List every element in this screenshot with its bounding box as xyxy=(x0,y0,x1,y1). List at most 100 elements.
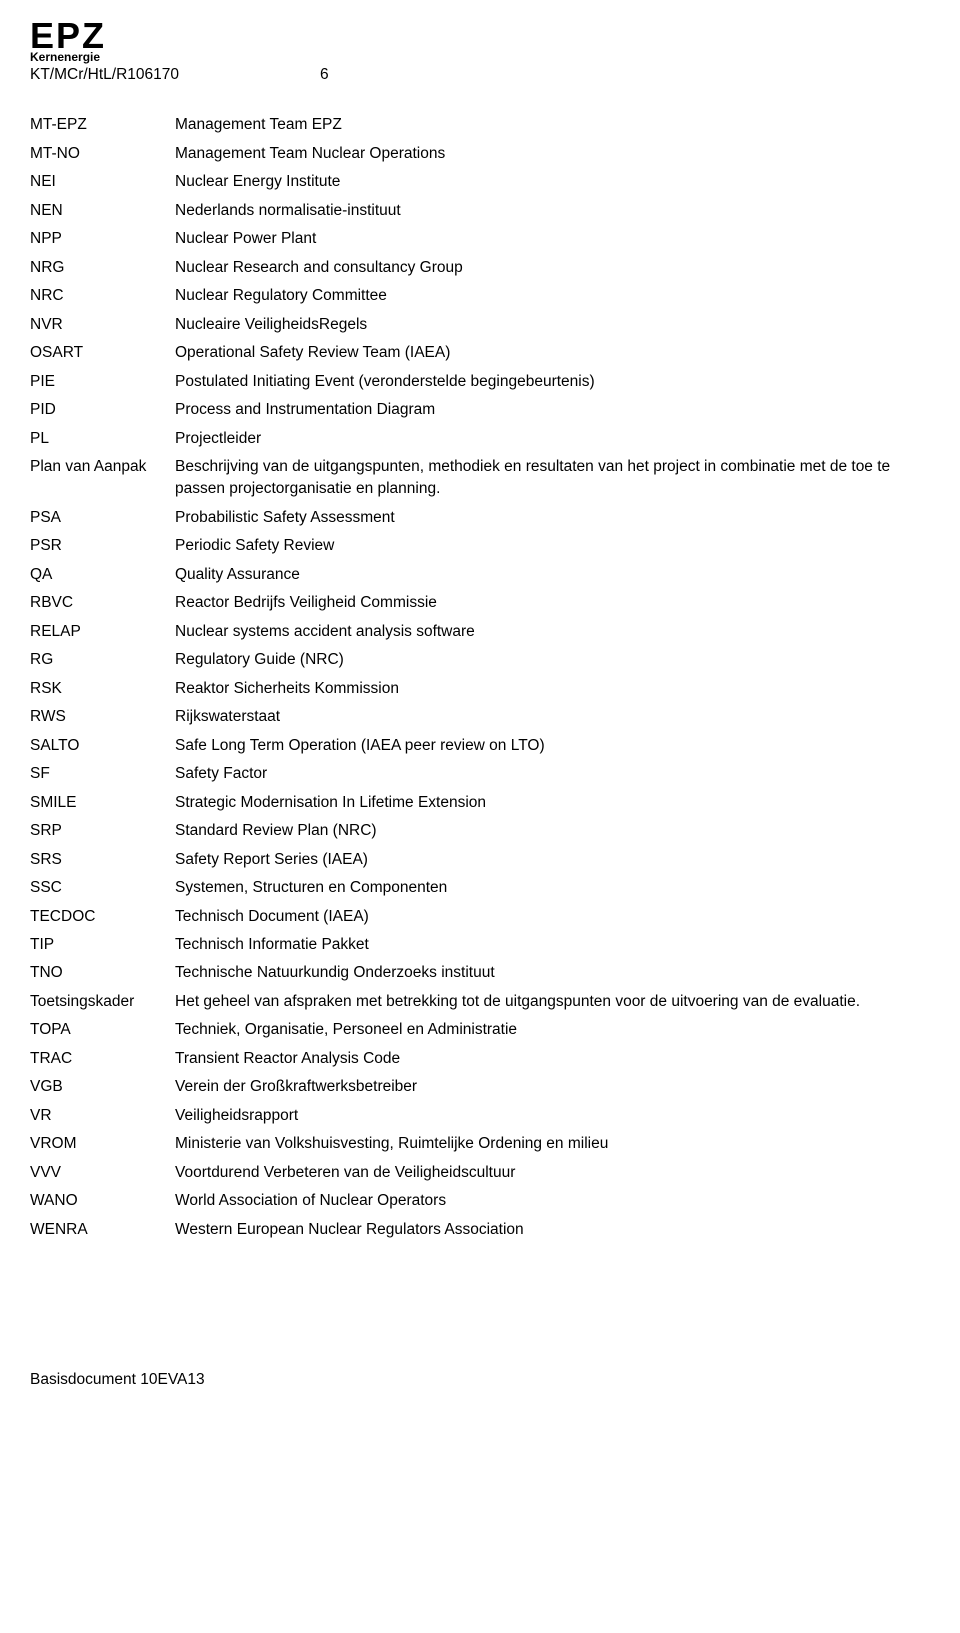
definition-description: Nuclear Regulatory Committee xyxy=(175,285,930,307)
definition-description: Nucleaire VeiligheidsRegels xyxy=(175,314,930,336)
document-reference: KT/MCr/HtL/R106170 xyxy=(30,66,320,84)
definition-row: ToetsingskaderHet geheel van afspraken m… xyxy=(30,991,930,1013)
definition-term: PIE xyxy=(30,371,175,393)
definition-row: NENNederlands normalisatie-instituut xyxy=(30,200,930,222)
definition-row: VROMMinisterie van Volkshuisvesting, Rui… xyxy=(30,1133,930,1155)
definition-term: RBVC xyxy=(30,592,175,614)
definitions-list: MT-EPZManagement Team EPZMT-NOManagement… xyxy=(30,114,930,1241)
definition-row: OSARTOperational Safety Review Team (IAE… xyxy=(30,342,930,364)
definition-term: PID xyxy=(30,399,175,421)
definition-description: Transient Reactor Analysis Code xyxy=(175,1048,930,1070)
definition-row: NRCNuclear Regulatory Committee xyxy=(30,285,930,307)
definition-term: TOPA xyxy=(30,1019,175,1041)
definition-term: NEI xyxy=(30,171,175,193)
definition-row: NEINuclear Energy Institute xyxy=(30,171,930,193)
definition-description: Management Team EPZ xyxy=(175,114,930,136)
definition-description: World Association of Nuclear Operators xyxy=(175,1190,930,1212)
page-header: EPZ Kernenergie KT/MCr/HtL/R106170 6 xyxy=(30,20,930,84)
definition-row: WENRAWestern European Nuclear Regulators… xyxy=(30,1219,930,1241)
definition-term: RG xyxy=(30,649,175,671)
definition-row: TIPTechnisch Informatie Pakket xyxy=(30,934,930,956)
definition-term: TECDOC xyxy=(30,906,175,928)
definition-term: VGB xyxy=(30,1076,175,1098)
definition-row: RWSRijkswaterstaat xyxy=(30,706,930,728)
definition-description: Nederlands normalisatie-instituut xyxy=(175,200,930,222)
definition-description: Projectleider xyxy=(175,428,930,450)
definition-term: NVR xyxy=(30,314,175,336)
definition-row: RBVCReactor Bedrijfs Veiligheid Commissi… xyxy=(30,592,930,614)
definition-row: PSRPeriodic Safety Review xyxy=(30,535,930,557)
definition-description: Postulated Initiating Event (veronderste… xyxy=(175,371,930,393)
definition-row: SFSafety Factor xyxy=(30,763,930,785)
definition-term: SF xyxy=(30,763,175,785)
definition-description: Management Team Nuclear Operations xyxy=(175,143,930,165)
definition-row: RSKReaktor Sicherheits Kommission xyxy=(30,678,930,700)
definition-row: SRPStandard Review Plan (NRC) xyxy=(30,820,930,842)
definition-description: Probabilistic Safety Assessment xyxy=(175,507,930,529)
definition-row: TOPATechniek, Organisatie, Personeel en … xyxy=(30,1019,930,1041)
definition-description: Strategic Modernisation In Lifetime Exte… xyxy=(175,792,930,814)
page-number: 6 xyxy=(320,66,329,84)
definition-term: RSK xyxy=(30,678,175,700)
logo-sub-text: Kernenergie xyxy=(30,50,100,64)
definition-row: NVRNucleaire VeiligheidsRegels xyxy=(30,314,930,336)
logo-main-text: EPZ xyxy=(30,20,106,52)
definition-term: PSA xyxy=(30,507,175,529)
definition-term: NRC xyxy=(30,285,175,307)
definition-row: SSCSystemen, Structuren en Componenten xyxy=(30,877,930,899)
definition-term: QA xyxy=(30,564,175,586)
definition-term: SSC xyxy=(30,877,175,899)
definition-description: Verein der Großkraftwerksbetreiber xyxy=(175,1076,930,1098)
definition-description: Western European Nuclear Regulators Asso… xyxy=(175,1219,930,1241)
definition-row: SMILEStrategic Modernisation In Lifetime… xyxy=(30,792,930,814)
definition-term: VR xyxy=(30,1105,175,1127)
definition-term: TIP xyxy=(30,934,175,956)
document-reference-line: KT/MCr/HtL/R106170 6 xyxy=(30,66,930,84)
definition-term: OSART xyxy=(30,342,175,364)
page-footer: Basisdocument 10EVA13 xyxy=(30,1371,930,1389)
definition-term: WANO xyxy=(30,1190,175,1212)
definition-row: WANOWorld Association of Nuclear Operato… xyxy=(30,1190,930,1212)
definition-description: Process and Instrumentation Diagram xyxy=(175,399,930,421)
definition-row: SRSSafety Report Series (IAEA) xyxy=(30,849,930,871)
definition-description: Technische Natuurkundig Onderzoeks insti… xyxy=(175,962,930,984)
definition-description: Reaktor Sicherheits Kommission xyxy=(175,678,930,700)
definition-term: PSR xyxy=(30,535,175,557)
definition-row: NRGNuclear Research and consultancy Grou… xyxy=(30,257,930,279)
logo: EPZ Kernenergie xyxy=(30,20,930,64)
definition-row: Plan van AanpakBeschrijving van de uitga… xyxy=(30,456,930,501)
definition-row: RGRegulatory Guide (NRC) xyxy=(30,649,930,671)
definition-row: TRACTransient Reactor Analysis Code xyxy=(30,1048,930,1070)
definition-term: TRAC xyxy=(30,1048,175,1070)
definition-term: SRS xyxy=(30,849,175,871)
definition-row: TECDOCTechnisch Document (IAEA) xyxy=(30,906,930,928)
definition-term: SALTO xyxy=(30,735,175,757)
definition-description: Nuclear Research and consultancy Group xyxy=(175,257,930,279)
definition-description: Regulatory Guide (NRC) xyxy=(175,649,930,671)
definition-row: SALTOSafe Long Term Operation (IAEA peer… xyxy=(30,735,930,757)
definition-description: Standard Review Plan (NRC) xyxy=(175,820,930,842)
definition-description: Ministerie van Volkshuisvesting, Ruimtel… xyxy=(175,1133,930,1155)
definition-description: Nuclear Energy Institute xyxy=(175,171,930,193)
definition-row: RELAPNuclear systems accident analysis s… xyxy=(30,621,930,643)
definition-row: PIDProcess and Instrumentation Diagram xyxy=(30,399,930,421)
definition-term: SRP xyxy=(30,820,175,842)
definition-description: Rijkswaterstaat xyxy=(175,706,930,728)
definition-row: PLProjectleider xyxy=(30,428,930,450)
definition-term: MT-EPZ xyxy=(30,114,175,136)
definition-term: RWS xyxy=(30,706,175,728)
definition-term: MT-NO xyxy=(30,143,175,165)
definition-term: VVV xyxy=(30,1162,175,1184)
definition-description: Nuclear Power Plant xyxy=(175,228,930,250)
definition-term: SMILE xyxy=(30,792,175,814)
definition-row: NPPNuclear Power Plant xyxy=(30,228,930,250)
definition-term: NEN xyxy=(30,200,175,222)
definition-description: Het geheel van afspraken met betrekking … xyxy=(175,991,930,1013)
definition-row: MT-EPZManagement Team EPZ xyxy=(30,114,930,136)
definition-description: Nuclear systems accident analysis softwa… xyxy=(175,621,930,643)
definition-term: TNO xyxy=(30,962,175,984)
definition-description: Systemen, Structuren en Componenten xyxy=(175,877,930,899)
definition-description: Voortdurend Verbeteren van de Veiligheid… xyxy=(175,1162,930,1184)
definition-description: Operational Safety Review Team (IAEA) xyxy=(175,342,930,364)
definition-term: VROM xyxy=(30,1133,175,1155)
